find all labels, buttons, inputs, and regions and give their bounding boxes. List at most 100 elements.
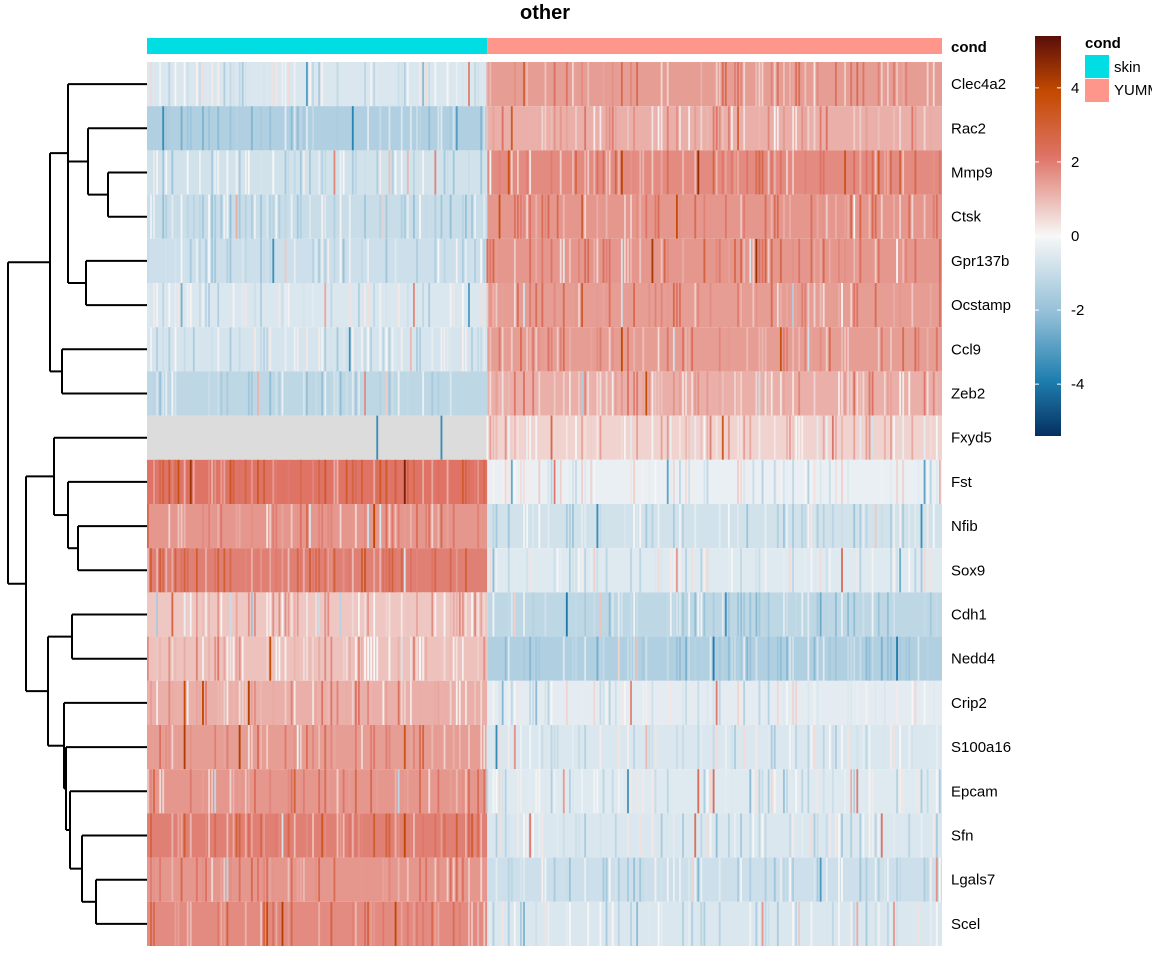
cell <box>153 769 155 814</box>
cell <box>183 327 186 372</box>
cell <box>513 680 516 725</box>
cell <box>195 592 198 637</box>
cell <box>272 857 275 902</box>
cell <box>260 327 262 372</box>
cell <box>773 194 776 239</box>
cell <box>630 415 632 460</box>
cell <box>327 504 330 549</box>
cell <box>186 106 189 151</box>
cell <box>685 415 687 460</box>
cell <box>562 238 565 283</box>
cell <box>397 283 400 328</box>
cell <box>254 769 256 814</box>
cell <box>364 636 366 681</box>
cell <box>825 901 828 946</box>
cell <box>461 283 464 328</box>
cell <box>434 592 437 637</box>
cell <box>183 62 186 107</box>
cell <box>776 194 779 239</box>
cell <box>229 636 232 681</box>
cell <box>841 725 843 770</box>
cell <box>419 327 421 372</box>
cell <box>645 725 648 770</box>
cell <box>865 901 868 946</box>
cell <box>501 327 504 372</box>
cell <box>431 548 434 593</box>
cell <box>382 194 385 239</box>
cell <box>923 548 926 593</box>
cell <box>452 106 455 151</box>
cell <box>935 769 938 814</box>
cell <box>211 150 214 195</box>
cell <box>354 504 357 549</box>
cell <box>853 592 856 637</box>
cell <box>449 106 452 151</box>
cell <box>920 548 923 593</box>
cell <box>544 194 547 239</box>
cell <box>465 459 467 504</box>
cell <box>364 62 366 107</box>
cell <box>330 283 333 328</box>
cell <box>877 238 880 283</box>
cell <box>807 106 810 151</box>
cell <box>648 901 651 946</box>
cell <box>208 769 210 814</box>
cell <box>434 725 437 770</box>
cell <box>162 106 165 151</box>
cell <box>302 283 305 328</box>
cell <box>783 548 785 593</box>
cell <box>575 150 577 195</box>
cell <box>388 150 391 195</box>
cell <box>306 504 308 549</box>
cell <box>568 238 571 283</box>
cell <box>489 238 492 283</box>
cell <box>715 106 718 151</box>
cell <box>278 901 281 946</box>
cell <box>550 327 553 372</box>
cell <box>153 857 155 902</box>
heatmap-row-ctsk <box>147 194 942 239</box>
cell <box>559 327 562 372</box>
cell <box>648 459 651 504</box>
cell <box>284 680 287 725</box>
cell <box>633 283 636 328</box>
cell <box>413 194 415 239</box>
cell <box>556 459 559 504</box>
cell <box>361 857 363 902</box>
cell <box>617 459 620 504</box>
cell <box>761 327 764 372</box>
cell <box>507 548 510 593</box>
cell <box>244 194 247 239</box>
cell <box>394 504 397 549</box>
cell <box>737 283 739 328</box>
cell <box>593 592 596 637</box>
cell <box>935 194 938 239</box>
cell <box>929 592 932 637</box>
cell <box>642 813 645 858</box>
cell <box>183 238 186 283</box>
cell <box>189 283 192 328</box>
cell <box>422 459 425 504</box>
cell <box>703 504 706 549</box>
cell <box>688 901 691 946</box>
cell <box>605 150 608 195</box>
cell <box>507 725 510 770</box>
cell <box>150 813 152 858</box>
row-label-cdh1: Cdh1 <box>951 607 987 624</box>
cell <box>419 725 421 770</box>
cell <box>825 194 828 239</box>
cell <box>822 725 825 770</box>
cell <box>394 62 397 107</box>
cell <box>529 813 532 858</box>
cell <box>935 725 938 770</box>
cell <box>275 636 278 681</box>
cell <box>856 901 859 946</box>
cell <box>538 504 541 549</box>
cell <box>367 592 369 637</box>
cell <box>572 459 574 504</box>
cell <box>189 592 192 637</box>
cell <box>764 327 767 372</box>
cell <box>189 459 192 504</box>
cell <box>266 857 269 902</box>
cell <box>361 548 363 593</box>
